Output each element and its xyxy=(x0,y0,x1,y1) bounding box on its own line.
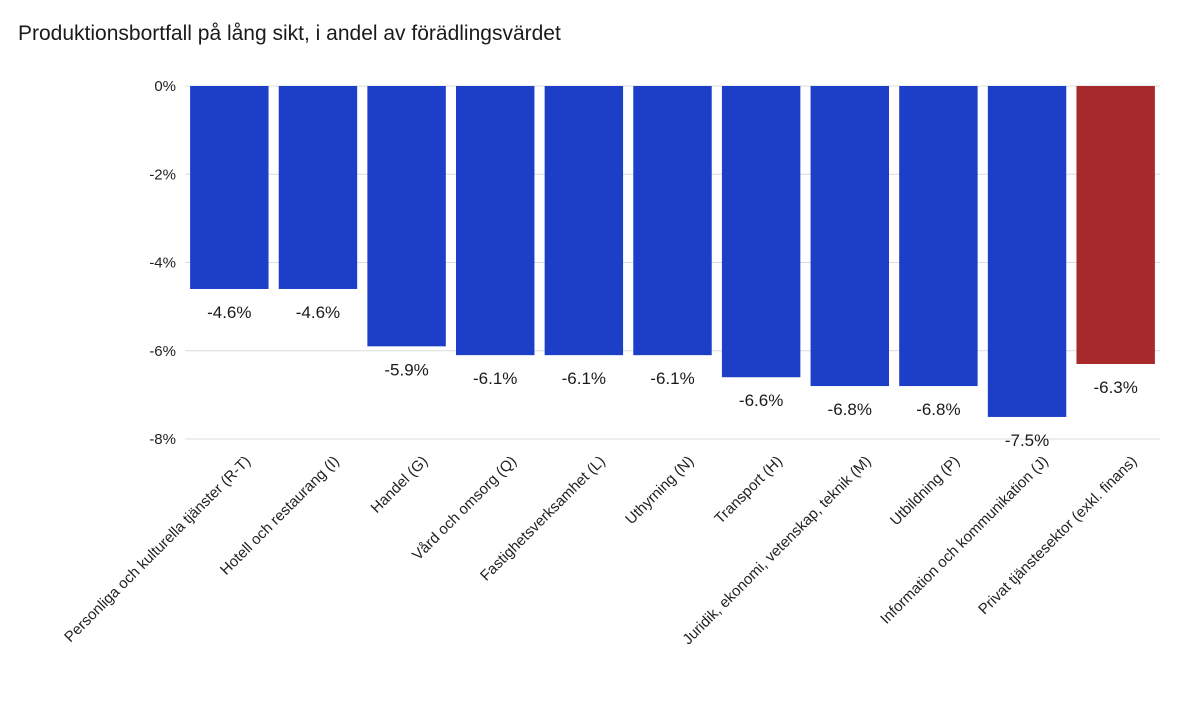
bar xyxy=(190,86,269,289)
y-axis: 0% -2% -4% -6% -8% xyxy=(149,78,176,448)
y-tick-label: -2% xyxy=(149,166,176,183)
bar xyxy=(456,86,535,356)
x-tick-label: Juridik, ekonomi, vetenskap, teknik (M) xyxy=(679,453,874,648)
bar xyxy=(278,86,358,289)
data-label: -6.8% xyxy=(828,400,872,419)
x-tick-label: Personliga och kulturella tjänster (R-T) xyxy=(61,453,254,646)
y-tick-label: -8% xyxy=(149,431,176,448)
bar xyxy=(987,86,1067,417)
bar xyxy=(544,86,624,356)
data-label: -6.8% xyxy=(916,400,960,419)
data-label: -6.1% xyxy=(473,369,517,388)
bar xyxy=(633,86,712,356)
y-tick-label: -6% xyxy=(149,343,176,360)
data-labels: -4.6% -4.6% -5.9% -6.1% -6.1% -6.1% -6.6% -6.8%… xyxy=(207,303,1138,450)
bars xyxy=(190,86,1155,417)
data-label: -4.6% xyxy=(296,303,340,322)
x-tick-label: Transport (H) xyxy=(711,453,786,528)
bar xyxy=(367,86,446,347)
bar xyxy=(721,86,801,378)
bar xyxy=(1076,86,1155,364)
x-axis: Personliga och kulturella tjänster (R-T)… xyxy=(61,453,1140,648)
x-tick-label: Privat tjänstesektor (exkl. finans) xyxy=(975,453,1140,618)
bar xyxy=(899,86,978,387)
data-label: -4.6% xyxy=(207,303,251,322)
x-tick-label: Utbildning (P) xyxy=(887,453,963,529)
bar xyxy=(810,86,889,387)
data-label: -6.1% xyxy=(650,369,694,388)
data-label: -5.9% xyxy=(384,360,428,379)
x-tick-label: Uthyrning (N) xyxy=(622,453,697,528)
data-label: -7.5% xyxy=(1005,431,1049,450)
y-tick-label: -4% xyxy=(149,255,176,272)
chart-title: Produktionsbortfall på lång sikt, i ande… xyxy=(18,22,561,45)
data-label: -6.1% xyxy=(562,369,606,388)
y-tick-label: 0% xyxy=(154,78,176,95)
data-label: -6.3% xyxy=(1093,378,1137,397)
data-label: -6.6% xyxy=(739,391,783,410)
x-tick-label: Information och kommunikation (J) xyxy=(877,453,1052,628)
x-tick-label: Handel (G) xyxy=(368,453,432,517)
